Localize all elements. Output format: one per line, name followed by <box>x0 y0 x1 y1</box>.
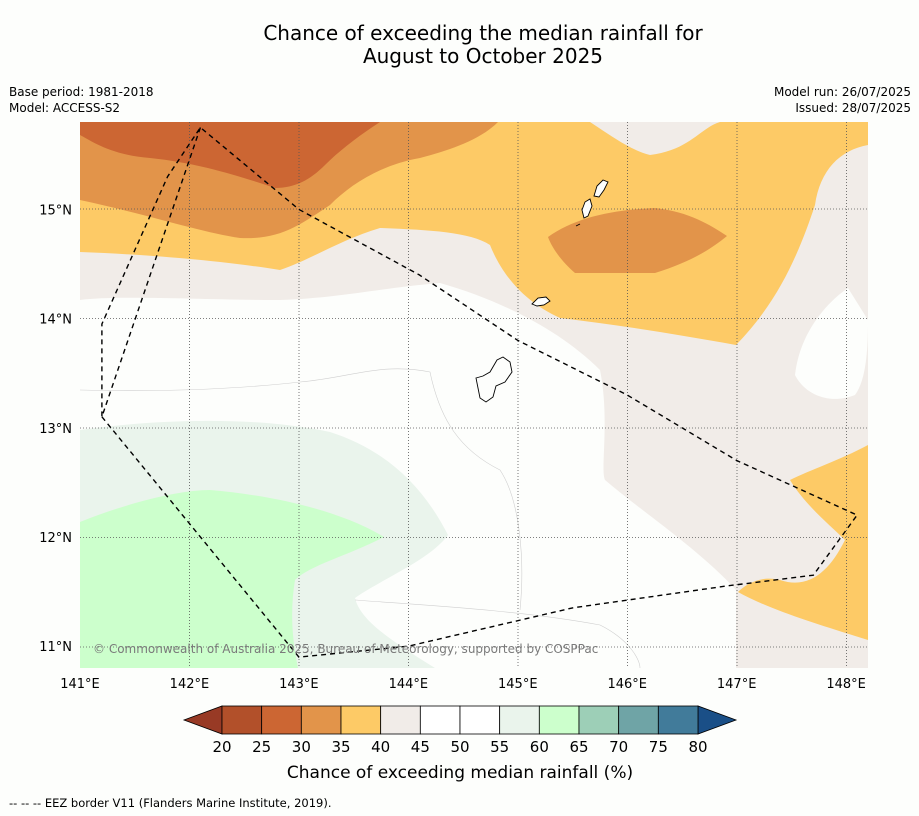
colorbar-tick-label: 55 <box>490 738 509 756</box>
latitude-labels: 11°N 12°N 13°N 14°N 15°N <box>39 203 72 655</box>
meta-left: Base period: 1981-2018 Model: ACCESS-S2 <box>9 84 154 116</box>
eez-border <box>101 126 859 658</box>
eez-footnote: -- -- -- EEZ border V11 (Flanders Marine… <box>9 796 332 810</box>
lat-tick-label: 15°N <box>39 203 72 218</box>
aguijan-island <box>575 223 581 227</box>
model-run: Model run: 26/07/2025 <box>773 85 911 99</box>
map-title: Chance of exceeding the median rainfall … <box>0 22 919 68</box>
shade-30-35-east <box>548 208 727 273</box>
lat-tick-label: 11°N <box>39 640 72 655</box>
colorbar-tick-label: 75 <box>649 738 668 756</box>
tinian-island <box>581 198 593 219</box>
colorbar-tick-label: 40 <box>371 738 390 756</box>
lon-tick-label: 146°E <box>607 677 647 692</box>
colorbar-swatch <box>657 705 699 735</box>
lon-tick-label: 142°E <box>170 677 210 692</box>
colorbar-swatch <box>340 705 382 735</box>
copyright-notice: © Commonwealth of Australia 2025, Bureau… <box>93 642 598 656</box>
colorbar-tick-label: 35 <box>331 738 350 756</box>
title-line-1: Chance of exceeding the median rainfall … <box>263 21 703 45</box>
colorbar-swatch <box>419 705 461 735</box>
lat-tick-label: 14°N <box>39 313 72 328</box>
colorbar-tick-label: 30 <box>292 738 311 756</box>
model-name: Model: ACCESS-S2 <box>9 101 121 115</box>
lon-tick-label: 148°E <box>826 677 866 692</box>
shade-25-30 <box>80 122 380 188</box>
colorbar-under-arrow <box>182 705 223 735</box>
colorbar-tick-label: 60 <box>530 738 549 756</box>
colorbar: 20 25 30 35 40 45 50 55 60 65 70 75 80 <box>182 705 738 756</box>
forecast-map <box>80 122 868 668</box>
colorbar-tick-label: 45 <box>411 738 430 756</box>
guam-island <box>475 356 513 403</box>
lat-tick-label: 12°N <box>39 531 72 546</box>
colorbar-over-arrow <box>697 705 738 735</box>
islands <box>475 179 609 403</box>
lon-tick-label: 141°E <box>60 677 100 692</box>
colorbar-tick-label: 80 <box>688 738 707 756</box>
lon-tick-label: 143°E <box>279 677 319 692</box>
base-period: Base period: 1981-2018 <box>9 85 154 99</box>
colorbar-swatch <box>261 705 302 735</box>
colorbar-tick-label: 50 <box>450 738 469 756</box>
shade-35-40-south <box>738 445 868 640</box>
saipan-island <box>593 179 609 198</box>
colorbar-swatch <box>221 705 263 735</box>
lon-tick-label: 147°E <box>717 677 757 692</box>
colorbar-swatch <box>618 705 659 735</box>
lon-tick-label: 145°E <box>498 677 538 692</box>
colorbar-tick-label: 65 <box>569 738 588 756</box>
contour-lines <box>80 368 641 668</box>
colorbar-swatch <box>538 705 580 735</box>
colorbar-swatch <box>300 705 342 735</box>
colorbar-swatch <box>499 705 540 735</box>
longitude-labels: 141°E 142°E 143°E 144°E 145°E 146°E 147°E 148°E <box>60 677 866 692</box>
colorbar-tick-label: 25 <box>252 738 271 756</box>
colorbar-label: Chance of exceeding median rainfall (%) <box>287 763 633 783</box>
colorbar-tick-label: 70 <box>609 738 628 756</box>
meta-right: Model run: 26/07/2025 Issued: 28/07/2025 <box>774 84 911 116</box>
colorbar-swatch <box>578 705 620 735</box>
issued-date: Issued: 28/07/2025 <box>795 101 911 115</box>
colorbar-swatch <box>459 705 501 735</box>
colorbar-swatch <box>380 705 421 735</box>
lon-tick-label: 144°E <box>389 677 429 692</box>
rota-island <box>531 296 551 307</box>
gridlines <box>80 122 868 668</box>
colorbar-tick-label: 20 <box>212 738 231 756</box>
title-line-2: August to October 2025 <box>362 44 604 68</box>
lat-tick-label: 13°N <box>39 422 72 437</box>
shade-60-65 <box>80 490 384 668</box>
shade-45-55-east <box>795 288 868 399</box>
